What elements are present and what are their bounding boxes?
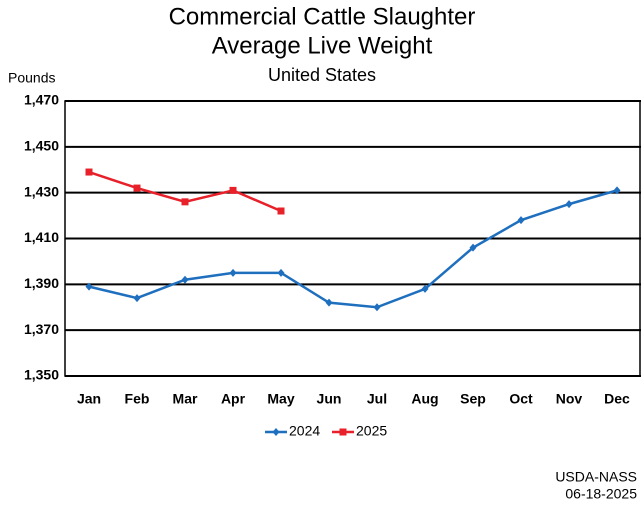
y-tick-label: 1,430 xyxy=(24,183,59,199)
legend-marker xyxy=(339,428,347,436)
chart-title: Commercial Cattle Slaughter xyxy=(169,3,476,30)
point xyxy=(565,200,573,209)
point xyxy=(85,282,93,291)
x-tick-label: Jan xyxy=(77,391,101,407)
x-tick-label: Jul xyxy=(367,391,387,407)
point xyxy=(277,207,285,215)
x-tick-label: Oct xyxy=(509,391,533,407)
point xyxy=(517,216,525,225)
x-tick-label: Nov xyxy=(556,391,583,407)
x-tick-label: Feb xyxy=(125,391,150,407)
x-tick-label: Apr xyxy=(221,391,246,407)
x-tick-label: May xyxy=(267,391,294,407)
point xyxy=(85,168,93,176)
point xyxy=(133,294,141,303)
y-tick-label: 1,390 xyxy=(24,275,59,291)
y-tick-label: 1,370 xyxy=(24,321,59,337)
x-tick-label: Sep xyxy=(460,391,486,407)
y-tick-label: 1,450 xyxy=(24,138,59,154)
y-tick-label: 1,410 xyxy=(24,229,59,245)
point xyxy=(181,198,189,206)
point xyxy=(613,186,621,195)
y-tick-label: 1,350 xyxy=(24,367,59,383)
x-tick-label: Aug xyxy=(411,391,438,407)
legend-marker xyxy=(272,428,280,436)
y-axis-label: Pounds xyxy=(8,70,55,86)
series-line xyxy=(88,189,618,309)
point xyxy=(133,184,141,192)
point xyxy=(229,186,237,194)
source: USDA-NASS xyxy=(555,469,637,485)
chart-subtitle: United States xyxy=(268,65,376,85)
x-tick-label: Mar xyxy=(173,391,198,407)
chart-subtitle: Average Live Weight xyxy=(212,32,433,59)
x-tick-label: Dec xyxy=(604,391,630,407)
y-tick-label: 1,470 xyxy=(24,92,59,108)
legend-label: 2025 xyxy=(356,423,387,439)
point xyxy=(469,243,477,252)
date: 06-18-2025 xyxy=(565,486,637,502)
plot-border xyxy=(64,100,641,377)
point xyxy=(373,303,381,312)
point xyxy=(181,275,189,284)
point xyxy=(277,268,285,277)
x-tick-label: Jun xyxy=(317,391,342,407)
point xyxy=(229,268,237,277)
legend-label: 2024 xyxy=(289,423,320,439)
point xyxy=(421,284,429,293)
point xyxy=(325,298,333,307)
